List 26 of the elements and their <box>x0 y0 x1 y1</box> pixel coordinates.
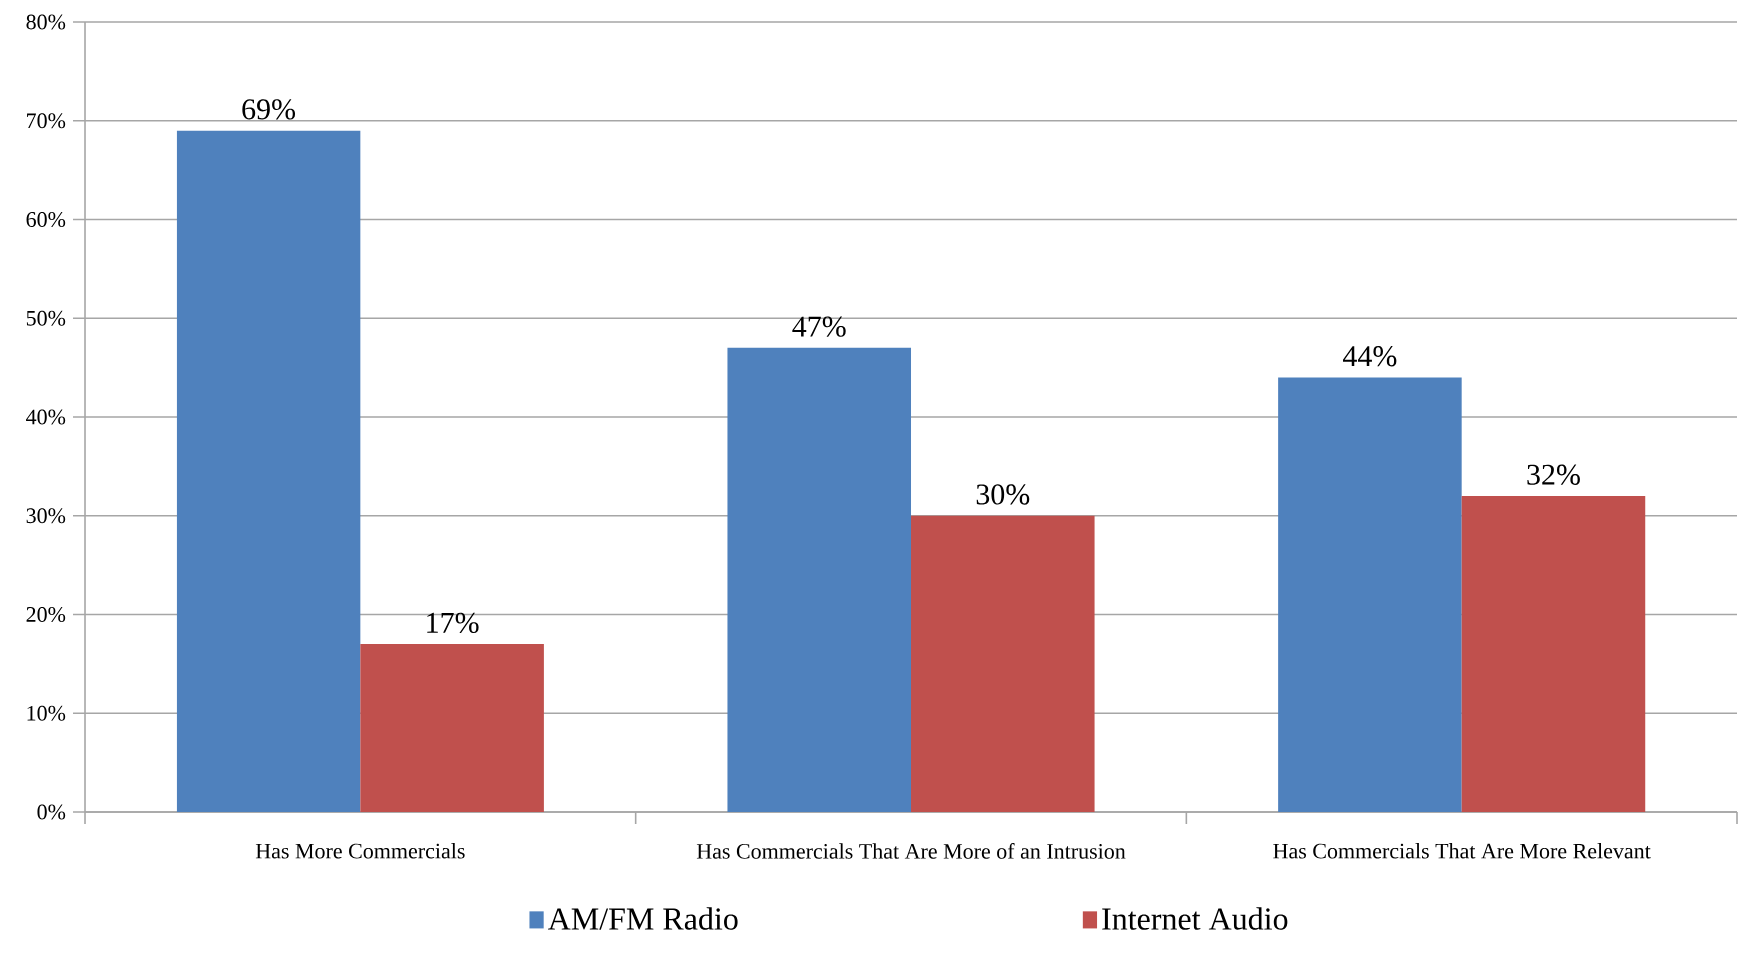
data-label: 47% <box>792 316 846 337</box>
data-label: 32% <box>1527 464 1580 485</box>
data-label: 30% <box>976 484 1030 505</box>
y-tick-label: 70% <box>27 113 66 129</box>
y-tick-label: 40% <box>26 409 66 425</box>
data-label: 44% <box>1343 346 1397 367</box>
legend-label: AM/FM Radio <box>548 907 738 930</box>
bar <box>911 515 1095 812</box>
y-tick-label: 30% <box>26 508 66 524</box>
y-tick-label: 20% <box>26 607 66 622</box>
bar <box>1461 495 1646 812</box>
x-tick-label: Has Commercials That Are More of an Intrusion <box>696 843 1126 859</box>
y-tick-label: 10% <box>27 705 66 721</box>
bar <box>176 130 361 812</box>
bar <box>1278 377 1462 812</box>
x-tick-label: Has More Commercials <box>255 843 465 859</box>
y-tick-label: 60% <box>26 212 66 227</box>
legend-label: Internet Audio <box>1102 907 1288 930</box>
data-label: 17% <box>427 612 479 634</box>
bar <box>360 644 544 812</box>
y-tick-label: 50% <box>26 310 66 326</box>
bar <box>727 347 912 812</box>
y-tick-label: 0% <box>37 804 66 820</box>
y-tick-label: 80% <box>26 14 66 30</box>
x-tick-label: Has Commercials That Are More Relevant <box>1273 843 1651 859</box>
data-label: 69% <box>242 99 296 120</box>
